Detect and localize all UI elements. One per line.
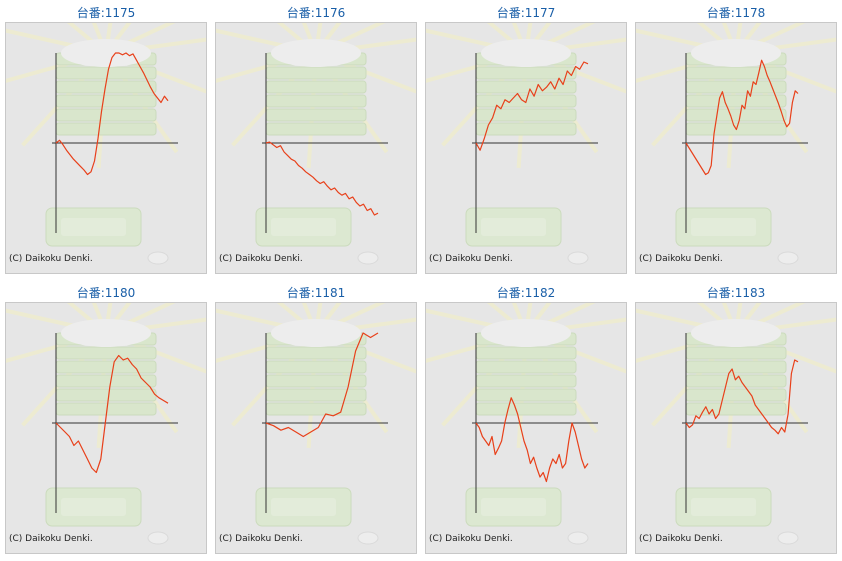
copyright-text: (C) Daikoku Denki. <box>219 534 303 544</box>
chart-frame: (C) Daikoku Denki. <box>425 302 627 554</box>
chart-panel: 台番:1183 (C) Daikoku Denki. <box>635 280 837 554</box>
series-line <box>265 141 379 216</box>
machine-illustration <box>6 23 206 265</box>
machine-illustration <box>216 23 416 265</box>
machine-illustration <box>426 303 626 545</box>
series-line <box>475 397 589 483</box>
series-line <box>685 59 799 176</box>
chart-title[interactable]: 台番:1180 <box>76 286 136 300</box>
series-line <box>55 354 169 474</box>
chart-title[interactable]: 台番:1175 <box>76 6 136 20</box>
chart-title[interactable]: 台番:1178 <box>706 6 766 20</box>
copyright-text: (C) Daikoku Denki. <box>9 534 93 544</box>
copyright-text: (C) Daikoku Denki. <box>429 254 513 264</box>
chart-svg <box>636 23 836 265</box>
chart-frame: (C) Daikoku Denki. <box>215 22 417 274</box>
chart-svg <box>6 303 206 545</box>
copyright-text: (C) Daikoku Denki. <box>429 534 513 544</box>
series-line <box>265 332 379 438</box>
chart-panel: 台番:1178 (C) Daikoku Denki. <box>635 0 837 274</box>
chart-svg <box>426 303 626 545</box>
machine-illustration <box>6 303 206 545</box>
chart-frame: (C) Daikoku Denki. <box>215 302 417 554</box>
chart-title[interactable]: 台番:1176 <box>286 6 346 20</box>
chart-frame: (C) Daikoku Denki. <box>5 22 207 274</box>
chart-title[interactable]: 台番:1182 <box>496 286 556 300</box>
chart-title[interactable]: 台番:1181 <box>286 286 346 300</box>
chart-svg <box>636 303 836 545</box>
chart-frame: (C) Daikoku Denki. <box>635 302 837 554</box>
chart-frame: (C) Daikoku Denki. <box>5 302 207 554</box>
copyright-text: (C) Daikoku Denki. <box>219 254 303 264</box>
copyright-text: (C) Daikoku Denki. <box>9 254 93 264</box>
copyright-text: (C) Daikoku Denki. <box>639 254 723 264</box>
chart-svg <box>216 303 416 545</box>
chart-panel: 台番:1180 (C) Daikoku Denki. <box>5 280 207 554</box>
series-line <box>55 52 169 176</box>
chart-frame: (C) Daikoku Denki. <box>635 22 837 274</box>
machine-illustration <box>216 303 416 545</box>
chart-frame: (C) Daikoku Denki. <box>425 22 627 274</box>
chart-svg <box>6 23 206 265</box>
chart-panel: 台番:1181 (C) Daikoku Denki. <box>215 280 417 554</box>
chart-svg <box>426 23 626 265</box>
chart-title[interactable]: 台番:1177 <box>496 6 556 20</box>
series-line <box>475 61 589 151</box>
machine-illustration <box>636 23 836 265</box>
copyright-text: (C) Daikoku Denki. <box>639 534 723 544</box>
chart-title[interactable]: 台番:1183 <box>706 286 766 300</box>
chart-svg <box>216 23 416 265</box>
chart-panel: 台番:1182 (C) Daikoku Denki. <box>425 280 627 554</box>
chart-panel: 台番:1177 (C) Daikoku Denki. <box>425 0 627 274</box>
chart-panel: 台番:1175 (C) Daikoku Denki. <box>5 0 207 274</box>
series-line <box>685 359 799 435</box>
chart-panel: 台番:1176 (C) Daikoku Denki. <box>215 0 417 274</box>
